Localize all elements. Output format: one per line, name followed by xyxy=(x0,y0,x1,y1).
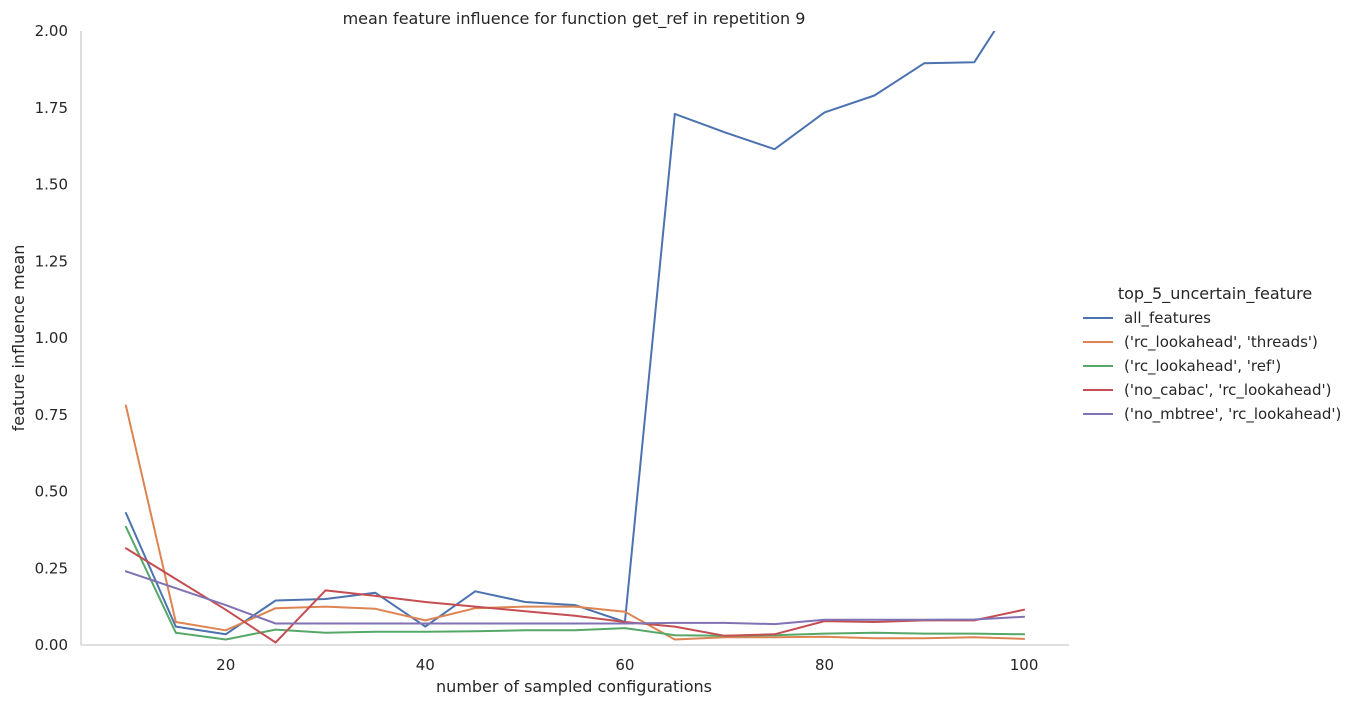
legend-label: ('rc_lookahead', 'threads') xyxy=(1124,333,1318,352)
legend-items: all_features ('rc_lookahead', 'threads') (… xyxy=(1083,309,1341,424)
x-axis-label: number of sampled configurations xyxy=(436,677,712,696)
series-lines xyxy=(124,31,1026,644)
series-line xyxy=(124,31,996,636)
legend-title: top_5_uncertain_feature xyxy=(1118,284,1312,304)
x-tick-label: 100 xyxy=(1010,656,1039,674)
chart-title: mean feature influence for function get_… xyxy=(343,9,806,29)
series-line xyxy=(124,525,1026,641)
y-tick-label: 0.25 xyxy=(35,559,68,577)
y-tick-label: 0.00 xyxy=(35,636,68,654)
series-line xyxy=(124,404,1026,641)
legend-label: ('no_mbtree', 'rc_lookahead') xyxy=(1124,405,1341,424)
x-axis-ticks: 20 40 60 80 100 xyxy=(216,656,1038,674)
y-axis-ticks: 0.00 0.25 0.50 0.75 1.00 1.25 1.50 1.75 2.00 xyxy=(35,22,68,654)
legend-label: ('rc_lookahead', 'ref') xyxy=(1124,357,1281,376)
y-tick-label: 0.75 xyxy=(35,406,68,424)
legend: top_5_uncertain_feature all_features ('rc… xyxy=(1083,284,1341,424)
y-tick-label: 1.25 xyxy=(35,252,68,270)
x-tick-label: 40 xyxy=(416,656,435,674)
y-tick-label: 1.75 xyxy=(35,99,68,117)
x-tick-label: 20 xyxy=(216,656,235,674)
series-line xyxy=(124,570,1026,626)
y-tick-label: 0.50 xyxy=(35,483,68,501)
y-tick-label: 1.50 xyxy=(35,176,68,194)
y-tick-label: 2.00 xyxy=(35,22,68,40)
x-tick-label: 80 xyxy=(815,656,834,674)
y-axis-label: feature influence mean xyxy=(9,245,28,432)
x-tick-label: 60 xyxy=(615,656,634,674)
axes xyxy=(80,31,1069,646)
legend-label: ('no_cabac', 'rc_lookahead') xyxy=(1124,381,1332,400)
y-tick-label: 1.00 xyxy=(35,329,68,347)
series-line xyxy=(124,547,1026,644)
legend-label: all_features xyxy=(1124,309,1211,328)
